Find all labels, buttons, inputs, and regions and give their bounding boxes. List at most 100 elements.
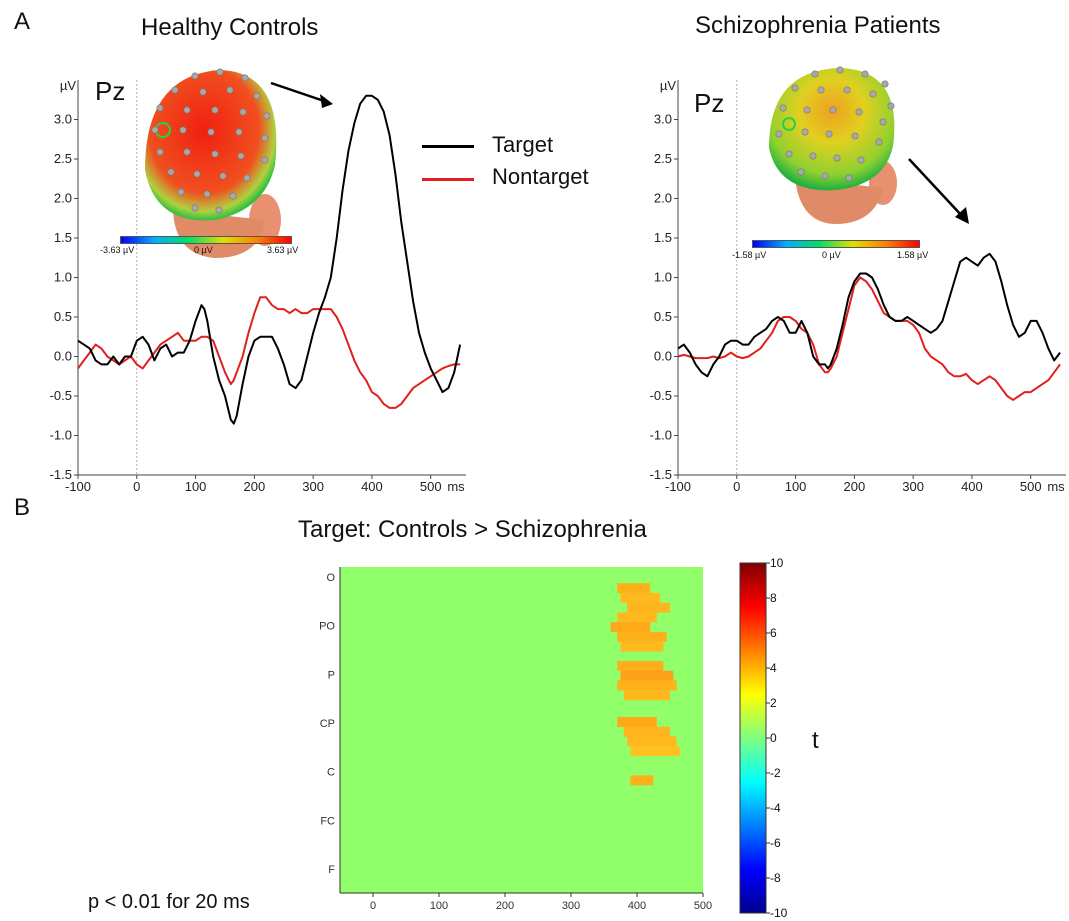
controls-y-tick-label: 0.5 <box>54 309 72 324</box>
undefined-electrode-dot <box>203 190 211 198</box>
t-colorbar-tick-label: -6 <box>770 836 781 850</box>
controls-y-tick-label: 2.5 <box>54 151 72 166</box>
controls-x-tick-label: 200 <box>244 479 266 494</box>
undefined-electrode-dot <box>226 86 234 94</box>
undefined-electrode-dot <box>183 148 191 156</box>
controls-head-neck <box>173 210 265 258</box>
undefined-electrode-dot <box>833 154 841 162</box>
t-colorbar-tick-label: 2 <box>770 696 777 710</box>
t-colorbar-tick-label: -2 <box>770 766 781 780</box>
t-colorbar-label: t <box>812 727 819 754</box>
undefined-electrode-dot <box>219 172 227 180</box>
undefined-electrode-dot <box>235 128 243 136</box>
patients-pz-marker <box>782 117 796 131</box>
heatmap-x-tick-label: 0 <box>370 900 376 912</box>
panel-a-letter: A <box>14 8 31 35</box>
patients-erp-plot: -1.5 -1.0 -0.5 0.0 0.5 1.0 1.5 2.0 2.5 3.0 µV -100 0… <box>650 78 1066 494</box>
heatmap-significant-cell <box>610 622 651 633</box>
undefined-electrode-dot <box>785 150 793 158</box>
undefined-electrode-dot <box>179 126 187 134</box>
controls-x-tick-label: -100 <box>65 479 91 494</box>
heatmap-significant-cell <box>623 726 670 737</box>
patients-y-axis-label: µV <box>660 78 676 93</box>
controls-arrow <box>270 81 333 108</box>
t-colorbar-ticks: 10 8 6 4 2 0 -2 -4 -6 -8 -10 <box>766 556 788 920</box>
t-colorbar-tick-label: 4 <box>770 661 777 675</box>
undefined-electrode-dot <box>167 168 175 176</box>
patients-topo-scale-max: 1.58 µV <box>897 250 929 260</box>
undefined-electrode-dot <box>156 148 164 156</box>
patients-x-tick-label: 0 <box>733 479 740 494</box>
t-colorbar: 10 8 6 4 2 0 -2 -4 -6 -8 -10 <box>739 556 788 920</box>
undefined-electrode-dot <box>829 106 837 114</box>
undefined-electrode-dot <box>261 156 269 164</box>
controls-x-unit-label: ms <box>447 479 465 494</box>
heatmap-channel-label: PO <box>319 621 335 633</box>
t-colorbar-tick-label: -4 <box>770 801 781 815</box>
undefined-electrode-dot <box>855 108 863 116</box>
undefined-electrode-dot <box>211 106 219 114</box>
patients-topo-scale-mid: 0 µV <box>822 250 841 260</box>
undefined-electrode-dot <box>779 104 787 112</box>
undefined-electrode-dot <box>199 88 207 96</box>
undefined-electrode-dot <box>857 156 865 164</box>
patients-x-tick-label: 200 <box>844 479 866 494</box>
undefined-electrode-dot <box>836 66 844 74</box>
undefined-electrode-dot <box>243 174 251 182</box>
patients-electrode-label: Pz <box>694 88 725 118</box>
heatmap-channel-label: FC <box>320 815 335 827</box>
heatmap-x-tick-label: 500 <box>694 900 712 912</box>
undefined-electrode-dot <box>825 130 833 138</box>
heatmap-x-tick-label: 200 <box>496 900 514 912</box>
undefined-electrode-dot <box>843 86 851 94</box>
undefined-electrode-dot <box>191 204 199 212</box>
patients-nontarget-line <box>677 276 1061 401</box>
heatmap-significant-cell <box>623 690 670 701</box>
heatmap-channel-label: CP <box>320 718 335 730</box>
controls-electrode-label: Pz <box>95 76 126 106</box>
heatmap-channel-label: O <box>326 572 335 584</box>
patients-y-tick-label: 0.5 <box>654 309 672 324</box>
patients-x-tick-label: 500 <box>1020 479 1042 494</box>
undefined-electrode-dot <box>229 192 237 200</box>
undefined-electrode-dot <box>253 92 261 100</box>
patients-target-line <box>677 252 1061 378</box>
patients-y-tick-label: 0.0 <box>654 349 672 364</box>
controls-y-tick-label: 0.0 <box>54 349 72 364</box>
heatmap-significant-cell <box>630 746 680 757</box>
undefined-electrode-dot <box>215 206 223 214</box>
undefined-electrode-dot <box>879 118 887 126</box>
undefined-electrode-dot <box>191 72 199 80</box>
controls-erp-plot: -1.5 -1.0 -0.5 0.0 0.5 1.0 1.5 2.0 2.5 3.0 µV -100 0… <box>50 78 466 494</box>
undefined-electrode-dot <box>775 130 783 138</box>
controls-target-line <box>77 94 462 425</box>
controls-topo-colorbar <box>120 236 292 244</box>
controls-nontarget-line <box>77 296 461 409</box>
heatmap-x-tick-label: 100 <box>430 900 448 912</box>
undefined-electrode-dot <box>811 70 819 78</box>
controls-topo-scale-min: -3.63 µV <box>100 245 135 255</box>
heatmap-significant-cell <box>620 641 664 652</box>
undefined-electrode-dot <box>177 188 185 196</box>
undefined-electrode-dot <box>193 170 201 178</box>
heatmap-significant-cell <box>620 670 674 681</box>
healthy-controls-title: Healthy Controls <box>141 14 319 41</box>
legend-target-swatch <box>422 145 474 148</box>
patients-x-tick-label: -100 <box>665 479 691 494</box>
patients-topo-colorbar <box>752 240 920 248</box>
patients-arrow <box>908 158 969 224</box>
undefined-electrode-dot <box>861 70 869 78</box>
controls-y-tick-label: -0.5 <box>50 388 72 403</box>
controls-erp-axes: -1.5 -1.0 -0.5 0.0 0.5 1.0 1.5 2.0 2.5 3.0 µV -100 0… <box>50 78 466 494</box>
undefined-electrode-dot <box>239 108 247 116</box>
patients-y-tick-label: 2.5 <box>654 151 672 166</box>
significance-note: p < 0.01 for 20 ms <box>88 891 250 913</box>
undefined-electrode-dot <box>211 150 219 158</box>
heatmap-significant-cell <box>620 592 661 603</box>
undefined-electrode-dot <box>869 90 877 98</box>
heatmap-significant-cell <box>617 680 677 691</box>
controls-x-tick-label: 400 <box>361 479 383 494</box>
undefined-electrode-dot <box>241 74 249 82</box>
patients-head-topography <box>769 66 897 224</box>
undefined-electrode-dot <box>881 80 889 88</box>
